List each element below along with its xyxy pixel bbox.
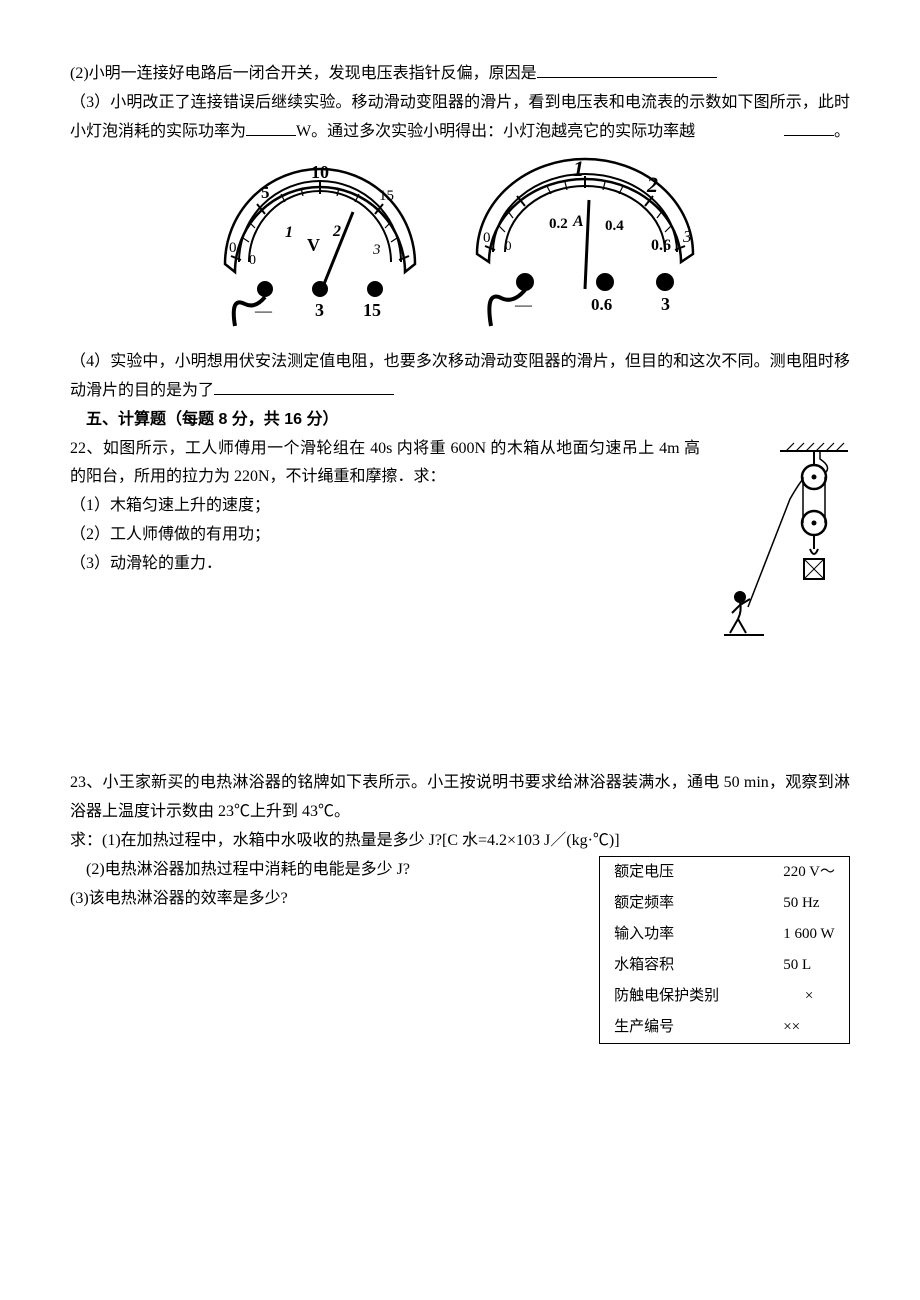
volt-bot-1: 1 <box>285 224 293 241</box>
spec-label: 输入功率 <box>600 919 770 950</box>
spec-row: 水箱容积50 L <box>600 950 850 981</box>
spec-label: 防触电保护类别 <box>600 981 770 1012</box>
volt-term-neg <box>257 281 273 297</box>
spec-label: 生产编号 <box>600 1012 770 1044</box>
pulley-diagram <box>720 439 850 650</box>
volt-term-15 <box>367 281 383 297</box>
q21-p4-blank <box>214 378 394 395</box>
volt-bot-3: 3 <box>372 242 381 258</box>
q21-p3c-text: 。 <box>834 123 850 140</box>
spec-value: × <box>769 981 849 1012</box>
meters-figure: 0 5 10 15 0 1 2 3 V — 3 15 <box>70 154 850 340</box>
amp-bot-A: A <box>572 213 584 230</box>
amp-term-3-label: 3 <box>661 294 670 314</box>
spec-row: 防触电保护类别× <box>600 981 850 1012</box>
volt-bot-0: 0 <box>249 253 256 268</box>
spec-value: 1 600 W <box>769 919 849 950</box>
amp-bot-04: 0.4 <box>605 218 624 234</box>
amp-term-06-label: 0.6 <box>591 295 612 314</box>
q21-p2-text: (2)小明一连接好电路后一闭合开关，发现电压表指针反偏，原因是 <box>70 65 537 82</box>
amp-bot-06: 0.6 <box>651 237 671 254</box>
volt-top-15: 15 <box>379 188 394 204</box>
q21-p3b-text: W。通过多次实验小明得出：小灯泡越亮它的实际功率越 <box>296 123 695 140</box>
amp-bot-02: 0.2 <box>549 216 568 232</box>
spec-value: 50 Hz <box>769 888 849 919</box>
spec-label: 额定频率 <box>600 888 770 919</box>
ammeter: 0 1 2 3 0 0.2 A 0.4 0.6 — 0.6 3 <box>455 154 715 340</box>
amp-term-neg <box>516 273 534 291</box>
amp-top-0: 0 <box>483 230 491 246</box>
amp-top-1: 1 <box>573 156 584 181</box>
voltmeter: 0 5 10 15 0 1 2 3 V — 3 15 <box>205 154 435 340</box>
volt-term-15-label: 15 <box>363 300 381 320</box>
ammeter-needle <box>585 200 589 289</box>
q21-part4: （4）实验中，小明想用伏安法测定值电阻，也要多次移动滑动变阻器的滑片，但目的和这… <box>70 348 850 406</box>
q21-p2-blank <box>537 61 717 78</box>
q21-part3: （3）小明改正了连接错误后继续实验。移动滑动变阻器的滑片，看到电压表和电流表的示… <box>70 89 850 147</box>
amp-term-06 <box>596 273 614 291</box>
spec-row: 输入功率1 600 W <box>600 919 850 950</box>
volt-top-0: 0 <box>229 240 237 256</box>
volt-term-3-label: 3 <box>315 300 324 320</box>
spec-label: 水箱容积 <box>600 950 770 981</box>
spec-value: 220 V～ <box>769 856 849 888</box>
spec-table: 额定电压220 V～ 额定频率50 Hz 输入功率1 600 W 水箱容积50 … <box>599 856 850 1044</box>
q23-stem1: 23、小王家新买的电热淋浴器的铭牌如下表所示。小王按说明书要求给淋浴器装满水，通… <box>70 769 850 827</box>
amp-bot-0: 0 <box>505 238 512 253</box>
volt-top-5: 5 <box>261 183 270 202</box>
amp-top-2: 2 <box>646 172 658 197</box>
spec-row: 生产编号×× <box>600 1012 850 1044</box>
amp-top-3: 3 <box>682 227 692 246</box>
q21-part2: (2)小明一连接好电路后一闭合开关，发现电压表指针反偏，原因是 <box>70 60 850 89</box>
q23-stem2: 求：(1)在加热过程中，水箱中水吸收的热量是多少 J?[C 水=4.2×103 … <box>70 827 850 856</box>
spec-value: 50 L <box>769 950 849 981</box>
section5-title: 五、计算题（每题 8 分，共 16 分） <box>70 406 850 435</box>
volt-unit: V <box>307 235 320 255</box>
spec-row: 额定频率50 Hz <box>600 888 850 919</box>
spec-value: ×× <box>769 1012 849 1044</box>
spec-label: 额定电压 <box>600 856 770 888</box>
q21-p4a-text: （4）实验中，小明想用伏安法测定值电阻，也要多次移动滑动变阻器的滑片，但目的和这… <box>70 353 850 399</box>
q21-p3-blank1 <box>246 119 296 136</box>
q21-p3-blank2 <box>784 119 834 136</box>
volt-bot-2: 2 <box>332 223 341 240</box>
spec-row: 额定电压220 V～ <box>600 856 850 888</box>
volt-top-10: 10 <box>311 162 329 182</box>
volt-term-3 <box>312 281 328 297</box>
amp-term-3 <box>656 273 674 291</box>
